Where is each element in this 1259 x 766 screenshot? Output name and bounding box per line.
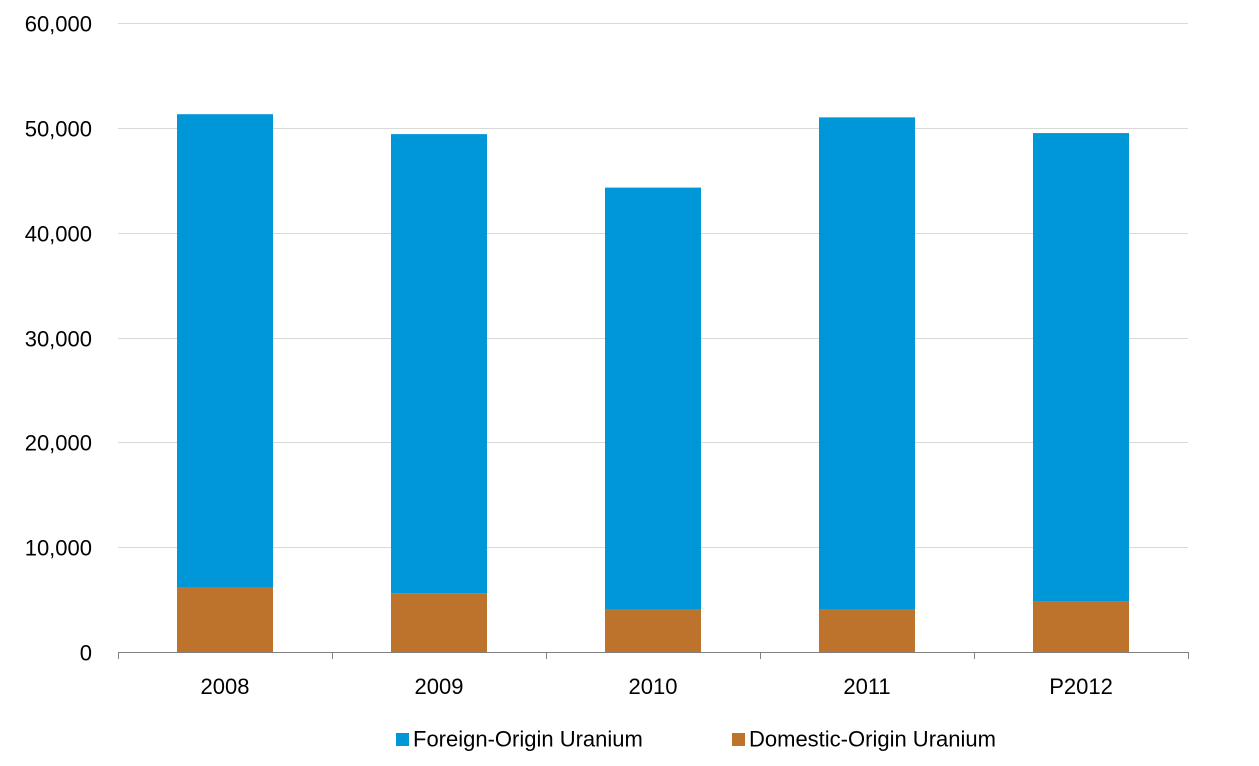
x-tick-label: 2009 <box>415 674 464 699</box>
legend-label: Foreign-Origin Uranium <box>413 727 643 752</box>
bar-foreign-p2012 <box>1033 133 1129 602</box>
y-tick-label: 50,000 <box>25 117 92 142</box>
bar-foreign-2010 <box>605 187 701 610</box>
x-tick-label: 2010 <box>629 674 678 699</box>
bar-foreign-2011 <box>819 117 915 610</box>
y-tick-label: 40,000 <box>25 222 92 247</box>
bar-domestic-2011 <box>819 609 915 652</box>
axes: 0 10,000 20,000 30,000 40,000 50,000 60,000 200… <box>25 12 1189 699</box>
x-tick-label: P2012 <box>1049 674 1113 699</box>
legend-swatch <box>396 733 409 746</box>
bar-domestic-p2012 <box>1033 601 1129 652</box>
legend-label: Domestic-Origin Uranium <box>749 727 996 752</box>
y-tick-label: 0 <box>80 641 92 666</box>
bar-domestic-2008 <box>177 587 273 652</box>
y-tick-label: 30,000 <box>25 327 92 352</box>
legend: Foreign-Origin Uranium Domestic-Origin Ur… <box>396 727 996 752</box>
y-tick-label: 60,000 <box>25 12 92 37</box>
y-tick-label: 10,000 <box>25 536 92 561</box>
x-tick-label: 2008 <box>201 674 250 699</box>
bar-domestic-2009 <box>391 593 487 652</box>
bar-domestic-2010 <box>605 609 701 652</box>
y-tick-label: 20,000 <box>25 431 92 456</box>
bars <box>177 114 1129 652</box>
bar-foreign-2008 <box>177 114 273 588</box>
bar-foreign-2009 <box>391 134 487 594</box>
x-tick-label: 2011 <box>843 674 890 699</box>
legend-swatch <box>732 733 745 746</box>
